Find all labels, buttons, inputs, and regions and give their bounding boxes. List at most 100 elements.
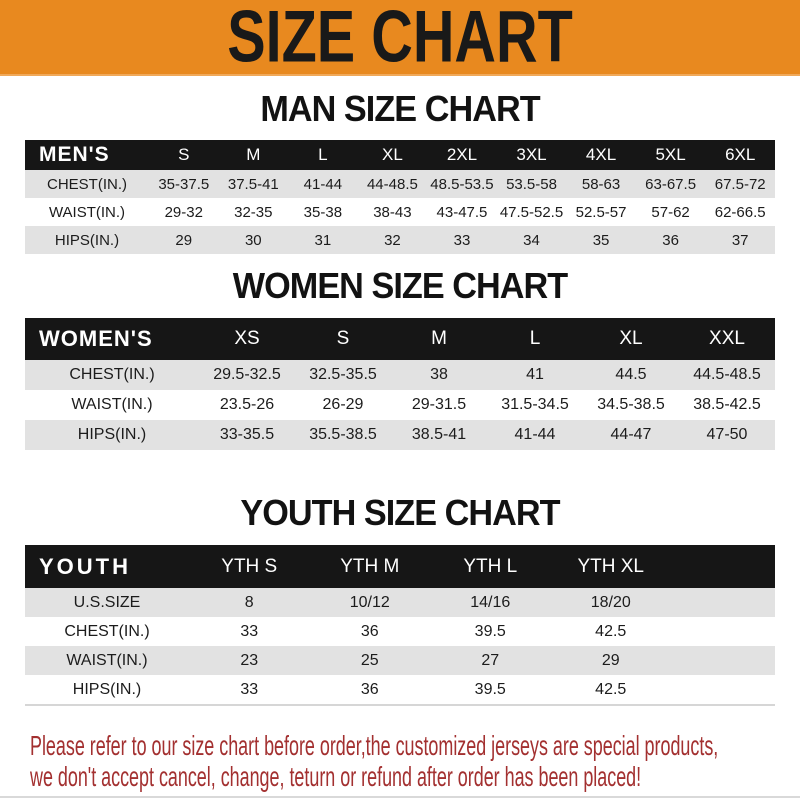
size-value-cell: 30 — [218, 226, 289, 254]
size-value-cell: 8 — [189, 588, 310, 617]
measurement-row-label: HIPS(IN.) — [25, 226, 149, 254]
size-value-cell: 29 — [149, 226, 219, 254]
size-column-header: XS — [199, 318, 295, 360]
size-value-cell: 38 — [391, 360, 487, 390]
size-value-cell: 67.5-72 — [705, 170, 775, 198]
size-value-cell: 35-38 — [303, 203, 343, 221]
measurement-row: HIPS(IN.) 33 36 39.5 42.5 — [25, 675, 775, 706]
measurement-row: CHEST(IN.) 35-37.5 37.5-41 41-44 44-48.5 48.5… — [25, 170, 775, 198]
section-title-women: WOMEN SIZE CHART — [232, 265, 568, 306]
size-value-cell: 18/20 — [550, 588, 671, 617]
size-table-header-row: MEN'S S M L XL 2XL 3XL 4XL 5XL 6XL — [25, 140, 775, 170]
women-size-section: WOMEN SIZE CHART WOMEN'S XS S M L XL XXL CHEST(… — [0, 268, 800, 450]
size-value-cell: 47-50 — [679, 420, 775, 450]
size-value-cell: 39.5 — [474, 622, 506, 640]
size-value-cell: 42.5 — [595, 622, 627, 640]
header-filler — [671, 545, 775, 588]
disclaimer: Please refer to our size chart before or… — [30, 730, 800, 792]
size-value-cell: 38.5-41 — [391, 420, 487, 450]
size-table-header-row: YOUTH YTH S YTH M YTH L YTH XL — [25, 545, 775, 588]
size-value-cell: 44.5-48.5 — [679, 360, 775, 390]
size-value-cell: 33 — [427, 226, 497, 254]
size-column-header: 2XL — [427, 140, 497, 170]
measurement-row: CHEST(IN.) 33 36 39.5 42.5 — [25, 617, 775, 646]
size-value-cell: 63-67.5 — [635, 170, 706, 198]
banner-title: SIZE CHART — [227, 0, 573, 78]
size-column-header: 3XL — [496, 140, 567, 170]
size-value-cell: 26-29 — [322, 396, 364, 413]
size-value-cell: 41-44 — [288, 170, 358, 198]
measurement-row-label: U.S.SIZE — [25, 588, 189, 617]
size-value-cell: 29 — [550, 646, 671, 675]
size-column-header: YTH M — [309, 545, 430, 588]
page-bottom-divider — [0, 796, 800, 798]
row-filler — [671, 617, 775, 646]
size-value-cell: 36 — [360, 622, 379, 640]
size-value-cell: 52.5-57 — [575, 203, 627, 221]
measurement-row-label: HIPS(IN.) — [25, 675, 189, 706]
measurement-row-label: WAIST(IN.) — [25, 646, 189, 675]
size-value-cell: 33-35.5 — [199, 420, 295, 450]
size-value-cell: 42.5 — [550, 675, 671, 706]
size-value-cell: 29-32 — [164, 203, 203, 221]
size-column-header: M — [391, 318, 487, 360]
size-value-cell: 29-31.5 — [411, 396, 467, 413]
size-value-cell: 36 — [309, 675, 430, 706]
section-title-youth: YOUTH SIZE CHART — [240, 492, 560, 533]
section-title-men: MAN SIZE CHART — [260, 88, 540, 129]
size-column-header: XL — [357, 140, 428, 170]
size-value-cell: 57-62 — [651, 203, 690, 221]
size-column-header: YTH S — [189, 545, 310, 588]
youth-size-table: YOUTH YTH S YTH M YTH L YTH XL U.S.SIZE 8 10/12… — [25, 545, 775, 706]
size-value-cell: 33 — [189, 675, 310, 706]
row-filler — [671, 588, 775, 617]
table-group-label: MEN'S — [25, 140, 149, 170]
women-size-table: WOMEN'S XS S M L XL XXL CHEST(IN.) 29.5-32.5 32.5… — [25, 318, 775, 450]
size-value-cell: 14/16 — [430, 588, 551, 617]
size-value-cell: 35 — [566, 226, 636, 254]
size-value-cell: 35-37.5 — [149, 170, 219, 198]
size-value-cell: 36 — [635, 226, 706, 254]
measurement-row-label: CHEST(IN.) — [64, 622, 150, 640]
size-column-header: 6XL — [705, 140, 775, 170]
size-column-header: YTH L — [430, 545, 551, 588]
size-value-cell: 23 — [189, 646, 310, 675]
size-column-header: XXL — [679, 318, 775, 360]
size-column-header: L — [288, 140, 358, 170]
disclaimer-line-1: Please refer to our size chart before or… — [30, 730, 719, 761]
size-value-cell: 23.5-26 — [219, 396, 275, 413]
youth-size-section: YOUTH SIZE CHART YOUTH YTH S YTH M YTH L YTH… — [0, 495, 800, 706]
size-value-cell: 44-47 — [583, 420, 679, 450]
row-filler — [671, 675, 775, 706]
size-value-cell: 10/12 — [309, 588, 430, 617]
size-value-cell: 37 — [705, 226, 775, 254]
size-value-cell: 48.5-53.5 — [427, 170, 497, 198]
size-column-header: 5XL — [635, 140, 706, 170]
table-group-label: WOMEN'S — [25, 318, 199, 360]
size-value-cell: 38.5-42.5 — [693, 396, 761, 413]
size-value-cell: 38-43 — [373, 203, 412, 221]
size-value-cell: 32 — [357, 226, 428, 254]
size-value-cell: 25 — [309, 646, 430, 675]
size-value-cell: 53.5-58 — [496, 170, 567, 198]
measurement-row: CHEST(IN.) 29.5-32.5 32.5-35.5 38 41 44.5 44.5… — [25, 360, 775, 390]
size-value-cell: 44.5 — [583, 360, 679, 390]
measurement-row-label: WAIST(IN.) — [48, 203, 126, 221]
size-value-cell: 31.5-34.5 — [501, 396, 569, 413]
size-value-cell: 37.5-41 — [218, 170, 289, 198]
measurement-row: WAIST(IN.) 23.5-26 26-29 29-31.5 31.5-34.5 34… — [25, 390, 775, 420]
size-value-cell: 27 — [430, 646, 551, 675]
size-value-cell: 29.5-32.5 — [199, 360, 295, 390]
size-value-cell: 41 — [487, 360, 583, 390]
measurement-row: HIPS(IN.) 33-35.5 35.5-38.5 38.5-41 41-44 44-… — [25, 420, 775, 450]
size-value-cell: 33 — [240, 622, 259, 640]
measurement-row: U.S.SIZE 8 10/12 14/16 18/20 — [25, 588, 775, 617]
table-group-label: YOUTH — [25, 545, 189, 588]
men-size-table: MEN'S S M L XL 2XL 3XL 4XL 5XL 6XL CHEST(IN.) 35-37… — [25, 140, 775, 254]
size-chart-banner: SIZE CHART — [0, 0, 800, 76]
men-size-section: MAN SIZE CHART MEN'S S M L XL 2XL 3XL 4XL 5XL 6XL… — [0, 91, 800, 254]
disclaimer-line-2: we don't accept cancel, change, teturn o… — [30, 761, 642, 792]
size-column-header: L — [487, 318, 583, 360]
size-value-cell: 43-47.5 — [436, 203, 488, 221]
size-value-cell: 31 — [288, 226, 358, 254]
